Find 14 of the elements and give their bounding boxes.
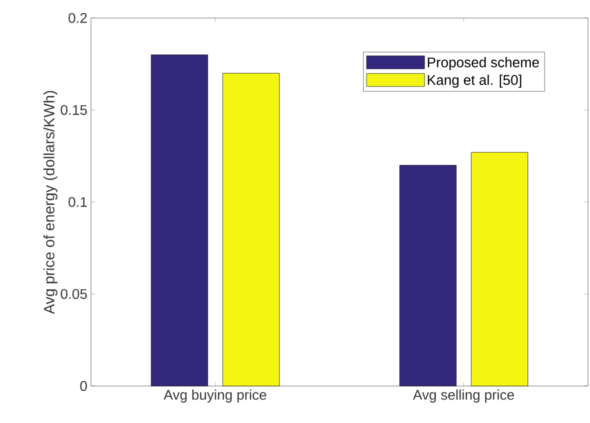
bar (471, 152, 528, 386)
y-tick-label: 0.1 (68, 197, 87, 207)
bar (222, 72, 280, 386)
y-tick-label: 0.15 (60, 105, 87, 115)
bar (150, 54, 208, 386)
y-axis-title: Avg price of energy (dollars/KWh) (43, 90, 58, 314)
legend-label: Proposed scheme (428, 57, 539, 70)
y-tick-label: 0.05 (60, 289, 87, 299)
bar (399, 165, 457, 386)
x-tick-label: Avg buying price (164, 390, 266, 403)
y-tick-label: 0.2 (68, 13, 87, 23)
y-tick-label: 0 (80, 381, 87, 391)
x-tick-label: Avg selling price (412, 390, 514, 403)
legend-label: Kang et al. [50] (428, 74, 522, 88)
